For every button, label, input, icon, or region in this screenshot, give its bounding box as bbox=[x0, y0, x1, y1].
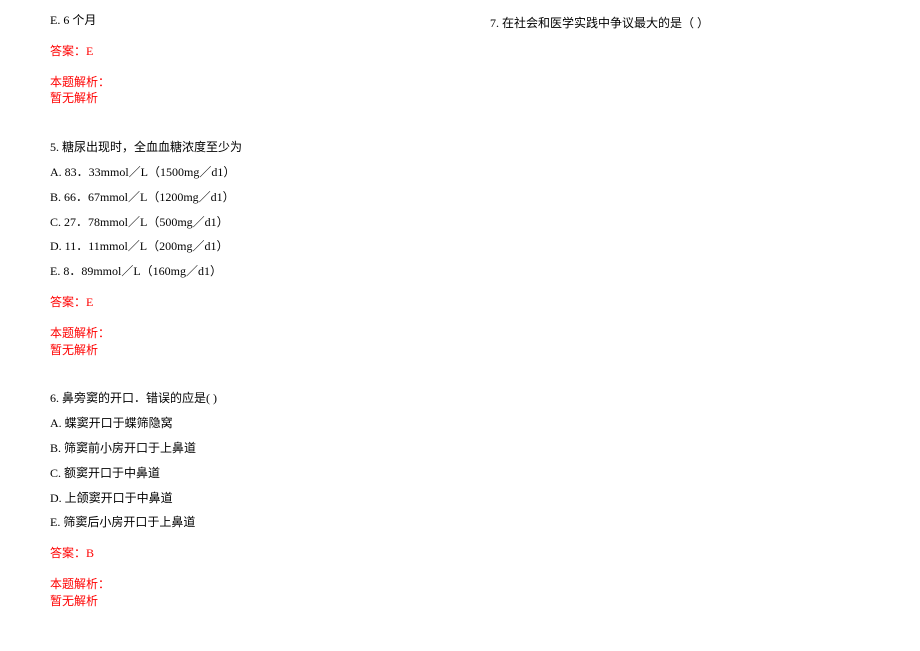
q6-explanation-text: 暂无解析 bbox=[50, 593, 430, 610]
q4-option-e: E. 6 个月 bbox=[50, 12, 430, 29]
q7-stem: 7. 在社会和医学实践中争议最大的是（ ） bbox=[490, 15, 870, 32]
q6-option-d: D. 上颌窦开口于中鼻道 bbox=[50, 490, 430, 507]
q6-option-a: A. 蝶窦开口于蝶筛隐窝 bbox=[50, 415, 430, 432]
q6-explanation-label: 本题解析： bbox=[50, 576, 430, 593]
q5-explanation-text: 暂无解析 bbox=[50, 342, 430, 359]
q5-stem: 5. 糖尿出现时，全血血糖浓度至少为 bbox=[50, 139, 430, 156]
q5-option-e: E. 8．89mmol／L（160mg／d1） bbox=[50, 263, 430, 280]
q5-option-d: D. 11．11mmol／L（200mg／d1） bbox=[50, 238, 430, 255]
q6-answer: 答案：B bbox=[50, 545, 430, 562]
q5-answer: 答案：E bbox=[50, 294, 430, 311]
q6-option-b: B. 筛窦前小房开口于上鼻道 bbox=[50, 440, 430, 457]
q6-option-e: E. 筛窦后小房开口于上鼻道 bbox=[50, 514, 430, 531]
q6-option-c: C. 额窦开口于中鼻道 bbox=[50, 465, 430, 482]
document-page: E. 6 个月 答案：E 本题解析： 暂无解析 5. 糖尿出现时，全血血糖浓度至… bbox=[0, 0, 920, 651]
q5-option-a: A. 83．33mmol／L（1500mg／d1） bbox=[50, 164, 430, 181]
q6-stem: 6. 鼻旁窦的开口．错误的应是( ) bbox=[50, 390, 430, 407]
q5-option-c: C. 27．78mmol／L（500mg／d1） bbox=[50, 214, 430, 231]
q4-answer: 答案：E bbox=[50, 43, 430, 60]
q5-option-b: B. 66．67mmol／L（1200mg／d1） bbox=[50, 189, 430, 206]
q4-explanation-label: 本题解析： bbox=[50, 74, 430, 91]
q5-explanation-label: 本题解析： bbox=[50, 325, 430, 342]
q4-explanation-text: 暂无解析 bbox=[50, 90, 430, 107]
